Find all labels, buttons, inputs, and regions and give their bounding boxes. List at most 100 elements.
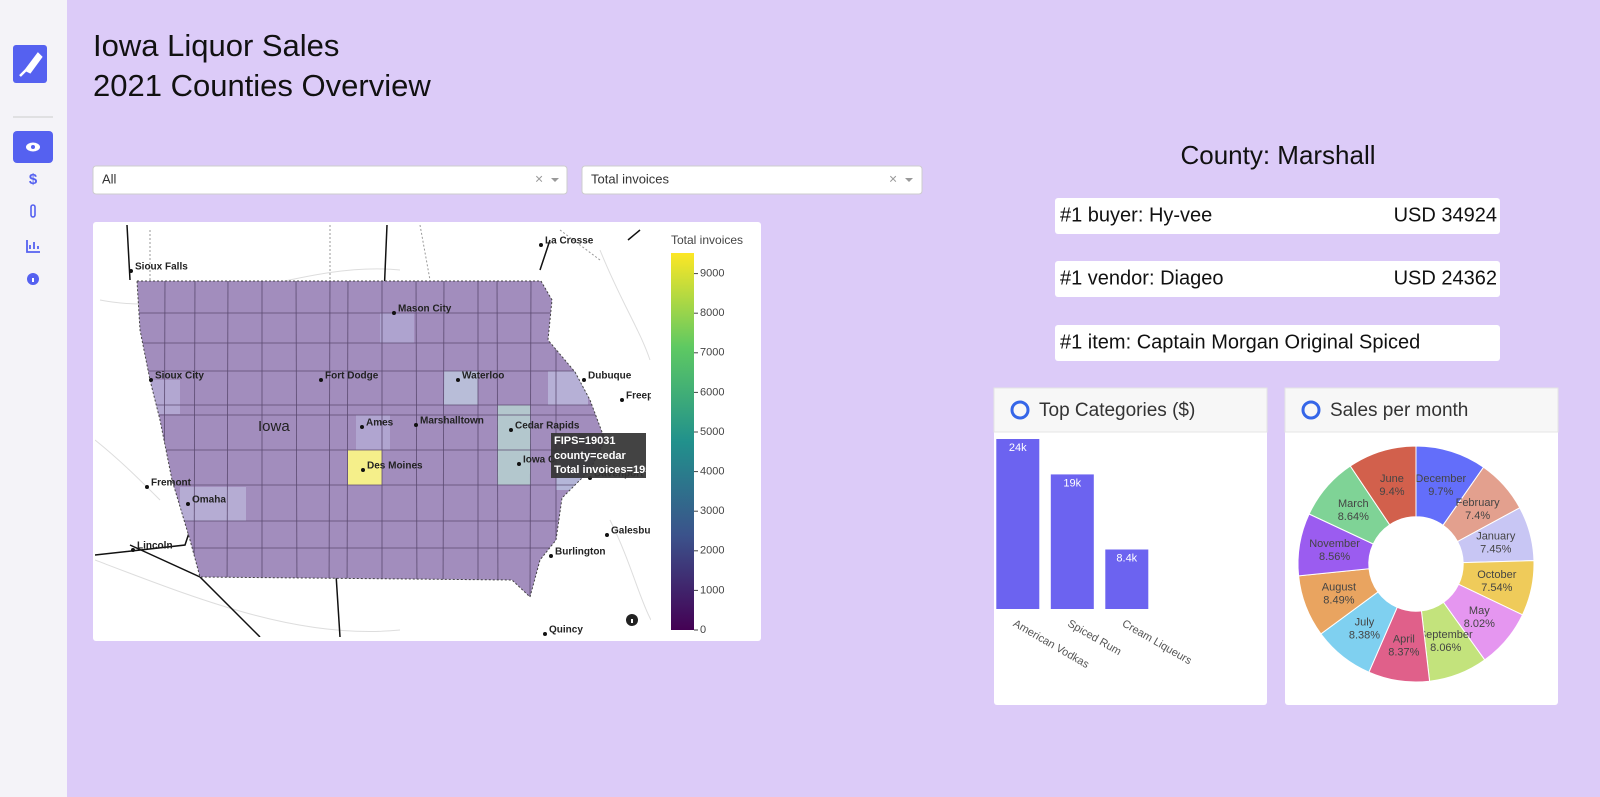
- slice-label: August: [1322, 582, 1356, 594]
- county-border: [442, 281, 445, 597]
- tooltip-line: FIPS=19031: [554, 435, 615, 447]
- city-dot: [361, 468, 365, 472]
- state-border: [136, 280, 606, 598]
- eye-pupil: [31, 145, 35, 149]
- info-row-label: #1 buyer: Hy-vee: [1060, 204, 1212, 226]
- city-label: Galesbur: [611, 526, 654, 537]
- city-dot: [539, 243, 543, 247]
- dropdown-arrow[interactable]: [551, 178, 559, 182]
- info-row-label: #1 vendor: Diageo: [1060, 267, 1223, 289]
- card-categories: [994, 388, 1267, 705]
- city-dot: [131, 548, 135, 552]
- county-rows: #1 buyer: Hy-vee USD 34924 #1 vendor: Diag…: [1055, 198, 1500, 361]
- slice-label: July: [1355, 616, 1375, 628]
- city-label: Quincy: [549, 625, 583, 636]
- clear-icon[interactable]: ×: [889, 171, 897, 187]
- filter-metric[interactable]: [581, 165, 923, 195]
- page-subtitle: 2021 Counties Overview: [93, 68, 431, 103]
- bar-value-label: 19k: [1063, 477, 1081, 489]
- city-dot: [509, 428, 513, 432]
- colorbar-tick-label: 6000: [700, 386, 724, 398]
- city-dot: [129, 269, 133, 273]
- county-story[interactable]: [356, 415, 390, 450]
- city-label: Burlington: [555, 547, 606, 558]
- colorbar: [671, 253, 694, 630]
- slice-value-label: 9.7%: [1428, 486, 1453, 498]
- info-row-label: #1 item: Captain Morgan Original Spiced: [1060, 331, 1420, 353]
- sidebar: [0, 0, 67, 797]
- city-label: Des Moines: [367, 461, 423, 472]
- city-label: Mason City: [398, 304, 452, 315]
- slice-label: November: [1309, 538, 1360, 550]
- city-dot: [149, 378, 153, 382]
- city-label: Marshalltown: [420, 416, 484, 427]
- slice-label: May: [1469, 605, 1490, 617]
- info-row: [1055, 198, 1500, 234]
- county-border: [496, 281, 499, 597]
- city-dot: [620, 398, 624, 402]
- city-dot: [319, 378, 323, 382]
- city-label: Freepo: [626, 391, 659, 402]
- card-title: Top Categories ($): [1039, 400, 1195, 421]
- slice-value-label: 8.64%: [1338, 511, 1369, 523]
- filter-region-value: All: [102, 171, 117, 186]
- colorbar-tick-label: 4000: [700, 466, 724, 478]
- filter-region[interactable]: [92, 165, 568, 195]
- dropdown-arrow[interactable]: [905, 178, 913, 182]
- nav-chart[interactable]: [26, 240, 40, 253]
- city-dot: [392, 311, 396, 315]
- card-title: Sales per month: [1330, 400, 1468, 421]
- card-header: [993, 387, 1268, 433]
- filter-metric-value: Total invoices: [591, 171, 670, 186]
- colorbar-tick-label: 5000: [700, 426, 724, 438]
- city-dot: [414, 423, 418, 427]
- info-row-value: USD 34924: [1394, 204, 1497, 226]
- county-black-hawk[interactable]: [444, 371, 478, 405]
- city-label: Sioux City: [155, 371, 204, 382]
- bar: [1105, 549, 1149, 609]
- slice-value-label: 7.4%: [1465, 510, 1490, 522]
- map[interactable]: Sioux Falls La Crosse Mason City Sioux City…: [95, 225, 659, 637]
- city-label: Fort Dodge: [325, 371, 379, 382]
- city-dot: [549, 554, 553, 558]
- county-pottawattamie[interactable]: [180, 487, 246, 521]
- city-dot: [186, 502, 190, 506]
- colorbar-tick-label: 1000: [700, 584, 724, 596]
- card-header: [1284, 387, 1559, 433]
- county-border: [529, 281, 532, 597]
- county-title: County: Marshall: [1180, 140, 1375, 170]
- city-dot: [456, 378, 460, 382]
- nav-sales[interactable]: $: [29, 171, 38, 188]
- slice-label: March: [1338, 498, 1369, 510]
- county-linn-johnson[interactable]: [497, 405, 531, 485]
- clear-icon[interactable]: ×: [535, 171, 543, 187]
- city-dot: [582, 378, 586, 382]
- city-label: Waterloo: [462, 371, 504, 382]
- slice-label: January: [1476, 530, 1516, 542]
- slice-label: September: [1419, 629, 1473, 641]
- pie-slice: [1349, 445, 1417, 526]
- bar-value-label: 24k: [1009, 442, 1027, 454]
- slice-value-label: 7.45%: [1480, 543, 1511, 555]
- slice-value-label: 8.37%: [1388, 647, 1419, 659]
- city-dot: [517, 462, 521, 466]
- tooltip-line: Total invoices=195: [554, 464, 651, 476]
- county-border: [346, 281, 349, 597]
- city-label: Sioux Falls: [135, 262, 188, 273]
- counties[interactable]: [130, 275, 610, 600]
- slice-label: October: [1477, 569, 1516, 581]
- colorbar-tick-label: 8000: [700, 307, 724, 319]
- county-border: [295, 281, 298, 597]
- bar-value-label: 8.4k: [1116, 552, 1137, 564]
- colorbar-tick-label: 9000: [700, 267, 724, 279]
- page-title: Iowa Liquor Sales: [93, 28, 339, 63]
- county-cerro-gordo[interactable]: [380, 313, 414, 343]
- city-label: Dubuque: [588, 371, 632, 382]
- county-polk[interactable]: [348, 450, 382, 485]
- colorbar-tick-label: 7000: [700, 347, 724, 359]
- colorbar-tick-label: 0: [700, 624, 706, 636]
- nav-temperature[interactable]: [30, 204, 36, 218]
